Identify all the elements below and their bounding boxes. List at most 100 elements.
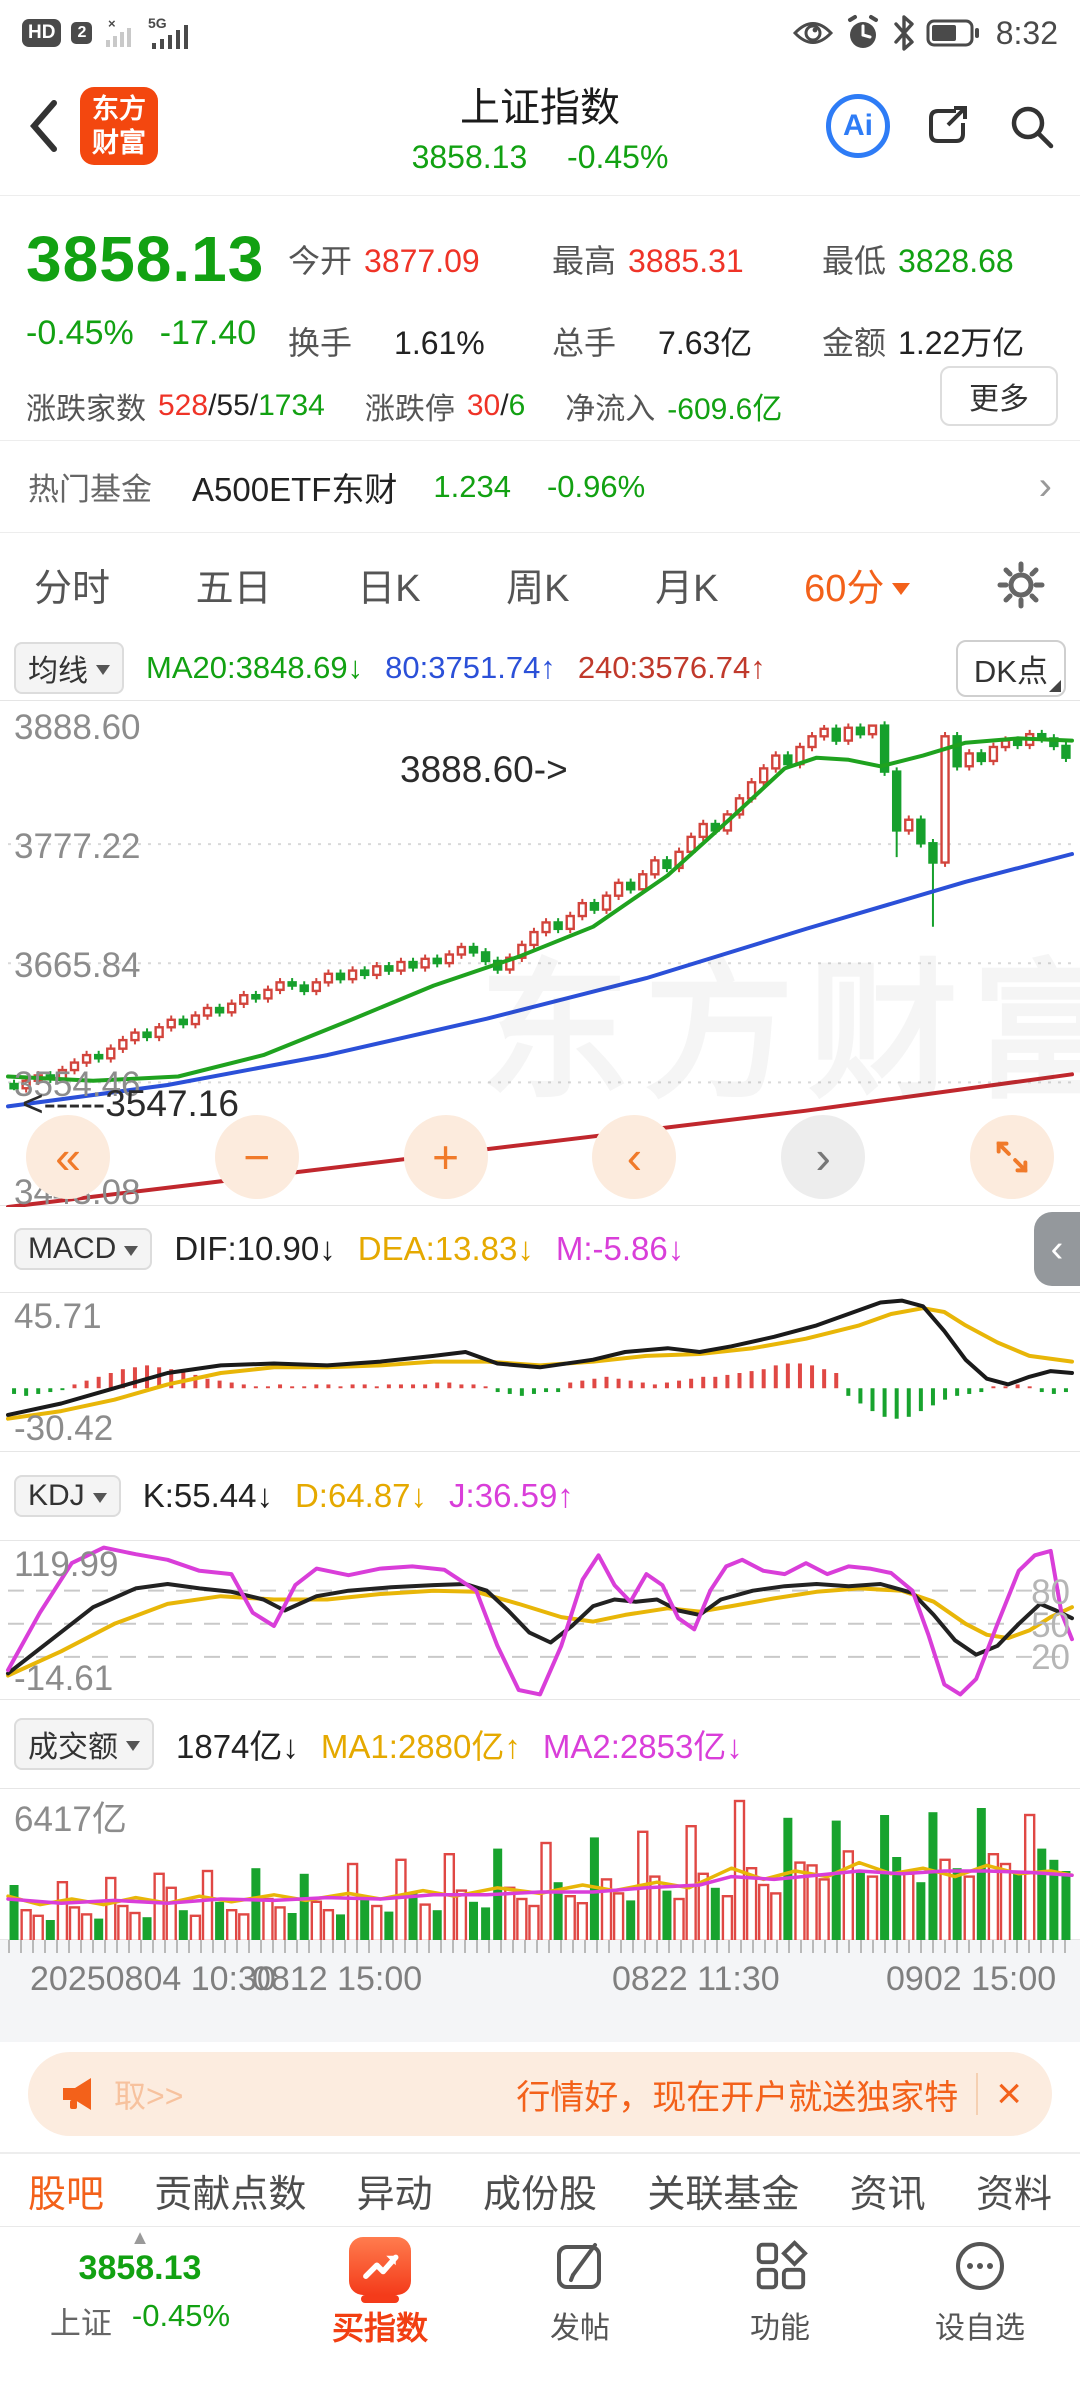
zoom-out-button[interactable]: − (214, 1115, 299, 1199)
share-icon[interactable] (920, 99, 974, 153)
grid-icon (751, 2237, 809, 2295)
kdj-selector-chip[interactable]: KDJ (14, 1475, 121, 1517)
volume-max-label: 6417亿 (14, 1800, 127, 1839)
status-bar: HD 2 × 5G (0, 0, 1080, 56)
zoom-in-button[interactable]: + (403, 1115, 488, 1199)
nav-add-watchlist[interactable]: 设自选 (880, 2227, 1080, 2400)
ma-selector-chip[interactable]: 均线 (14, 642, 124, 694)
chart-controls: « − + ‹ › (0, 1115, 1080, 1199)
more-button[interactable]: 更多 (940, 366, 1058, 426)
megaphone-icon (58, 2072, 102, 2116)
header-change: -0.45% (567, 139, 669, 175)
macd-svg[interactable] (0, 1293, 1080, 1453)
caret-down-icon (126, 1741, 140, 1751)
dk-point-button[interactable]: DK点 (955, 639, 1066, 697)
ai-assistant-button[interactable]: Ai (826, 93, 890, 158)
x-axis-label: 0812 15:00 (252, 1960, 423, 1998)
close-icon[interactable]: × (996, 2069, 1022, 2118)
turnover-rate-label: 换手 (288, 325, 353, 361)
volume-ma1: MA1:2880亿↑ (320, 1728, 521, 1765)
fullscreen-button[interactable] (969, 1115, 1054, 1199)
fast-rewind-button[interactable]: « (26, 1115, 110, 1199)
volume-label: 总手 (552, 325, 617, 361)
sim2-badge: 2 (71, 22, 93, 44)
page-title: 上证指数 (460, 86, 620, 130)
nav-index-summary[interactable]: ▲ 3858.13 上证 -0.45% (0, 2227, 280, 2400)
corner-triangle-icon (1049, 679, 1061, 692)
expand-triangle-icon[interactable]: ▲ (130, 2227, 150, 2249)
dif-value: DIF:10.90↓ (174, 1230, 336, 1267)
candlestick-svg[interactable] (0, 701, 1080, 1207)
back-icon[interactable] (22, 95, 66, 157)
macd-min-label: -30.42 (14, 1409, 114, 1448)
high-value: 3885.31 (628, 243, 744, 279)
tab-guba-selected[interactable]: 股吧 (28, 2173, 105, 2216)
pan-left-button[interactable]: ‹ (592, 1115, 677, 1199)
hot-fund-label: 热门基金 (28, 472, 152, 507)
tab-monthk[interactable]: 月K (655, 568, 719, 610)
nav-buy-index[interactable]: 买指数 (280, 2227, 480, 2400)
volume-ma2: MA2:2853亿↓ (542, 1728, 743, 1765)
j-value: J:36.59↑ (449, 1477, 574, 1514)
kdj-min-label: -14.61 (14, 1659, 114, 1698)
eastmoney-logo[interactable]: 东方 财富 (80, 86, 158, 165)
volume-value: 7.63亿 (658, 325, 753, 361)
kdj-grid-50: 50 (1031, 1606, 1070, 1645)
volume-svg[interactable] (0, 1789, 1080, 1941)
high-annotation: 3888.60-> (400, 749, 568, 790)
limit-down-count: 6 (508, 389, 526, 422)
change-value: -17.40 (159, 314, 257, 352)
price-axis-label: 3554.46 (14, 1065, 141, 1104)
tab-news[interactable]: 资讯 (849, 2173, 926, 2216)
kdj-grid-80: 80 (1031, 1573, 1070, 1612)
fund-name: A500ETF东财 (192, 470, 398, 508)
net-inflow-value: -609.6亿 (667, 393, 783, 426)
candlestick-chart[interactable]: 东方财富 3888.60 3777.22 3665.84 3554.46 344… (0, 700, 1080, 1212)
header-bar: 东方 财富 上证指数 3858.13 -0.45% Ai (0, 56, 1080, 196)
tab-weekk[interactable]: 周K (506, 568, 570, 610)
hot-fund-row[interactable]: 热门基金 A500ETF东财 1.234 -0.96% › (0, 440, 1080, 532)
macd-header: MACD DIF:10.90↓ DEA:13.83↓ M:-5.86↓ ‹ (0, 1206, 1080, 1292)
tab-dayk[interactable]: 日K (357, 568, 421, 610)
pan-right-button[interactable]: › (781, 1115, 866, 1199)
buy-index-icon (349, 2237, 411, 2303)
tab-contribution[interactable]: 贡献点数 (154, 2173, 307, 2216)
svg-text:×: × (108, 16, 116, 31)
eye-icon (792, 18, 834, 48)
macd-chart[interactable]: 45.71 -30.42 (0, 1292, 1080, 1452)
tab-profile[interactable]: 资料 (975, 2173, 1052, 2216)
nav-index-price: 3858.13 (78, 2249, 202, 2287)
nav-functions[interactable]: 功能 (680, 2227, 880, 2400)
amount-label: 金额 (822, 325, 887, 361)
promo-banner[interactable]: 取>> 行情好，现在开户就送独家特 × (28, 2052, 1052, 2136)
battery-icon (926, 18, 982, 48)
tab-related-funds[interactable]: 关联基金 (647, 2173, 800, 2216)
caret-down-icon (892, 582, 911, 595)
nav-post[interactable]: 发帖 (480, 2227, 680, 2400)
search-icon[interactable] (1004, 99, 1058, 153)
tab-60min-selected[interactable]: 60分 (804, 557, 911, 612)
collapse-panel-handle[interactable]: ‹ (1034, 1212, 1080, 1286)
chart-settings-gear-icon[interactable] (996, 560, 1046, 610)
tab-fenshi[interactable]: 分时 (34, 568, 111, 610)
m-value: M:-5.86↓ (555, 1230, 685, 1267)
tab-unusual-moves[interactable]: 异动 (356, 2173, 433, 2216)
tab-constituents[interactable]: 成份股 (482, 2173, 597, 2216)
bluetooth-icon (892, 14, 916, 52)
chevron-right-icon: › (1038, 464, 1052, 508)
volume-selector-chip[interactable]: 成交额 (14, 1718, 154, 1770)
tab-wuri[interactable]: 五日 (195, 568, 272, 610)
open-value: 3877.09 (364, 243, 480, 279)
signal-sim1-icon: × (102, 16, 136, 50)
banner-divider (976, 2073, 979, 2115)
kdj-svg[interactable] (0, 1541, 1080, 1701)
low-label: 最低 (822, 243, 887, 279)
k-value: K:55.44↓ (142, 1477, 273, 1514)
volume-current: 1874亿↓ (176, 1728, 299, 1765)
macd-selector-chip[interactable]: MACD (14, 1228, 153, 1270)
volume-chart[interactable]: 6417亿 (0, 1788, 1080, 1941)
amount-value: 1.22万亿 (898, 325, 1025, 361)
kdj-chart[interactable]: 119.99 -14.61 80 50 20 (0, 1540, 1080, 1700)
ma20-value: MA20:3848.69↓ (146, 650, 364, 685)
network-type-label: 5G (148, 15, 167, 31)
